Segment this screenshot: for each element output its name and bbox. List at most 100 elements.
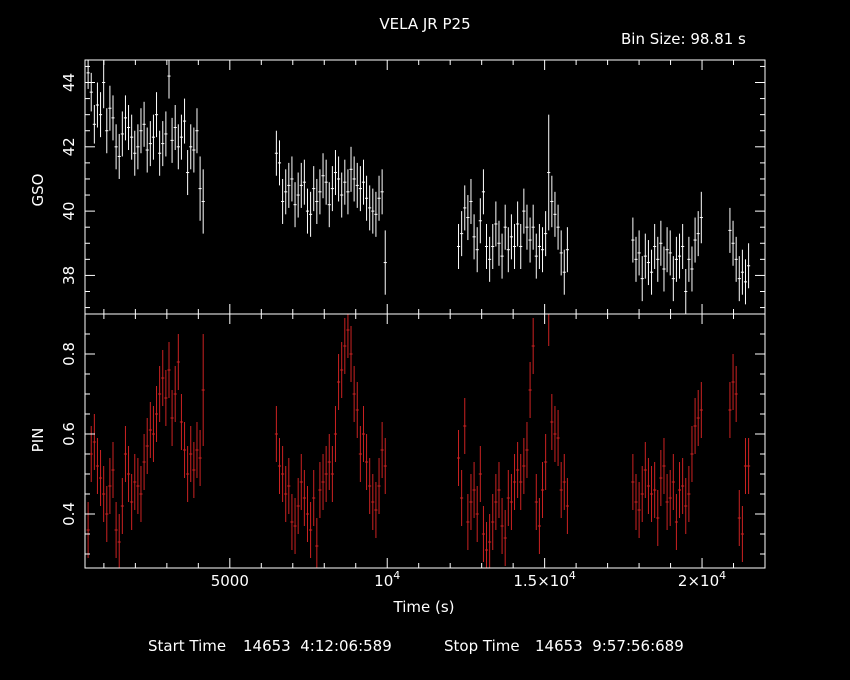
gso-point-44 [293, 182, 297, 228]
gso-point-45 [296, 172, 300, 218]
pin-point-108 [562, 454, 566, 510]
pin-point-67 [365, 434, 369, 490]
pin-point-129 [690, 426, 694, 482]
xtick-label-2: 1.5×104 [513, 569, 576, 590]
gso-point-24 [161, 121, 165, 167]
gso-ytick-label-3: 44 [60, 73, 78, 92]
pin-ytick-label-1: 0.6 [60, 422, 78, 446]
gso-point-117 [653, 223, 657, 269]
gso-point-8 [111, 95, 115, 141]
gso-point-12 [123, 95, 128, 141]
gso-point-6 [105, 108, 109, 154]
pin-point-5 [102, 466, 106, 522]
gso-point-47 [302, 159, 306, 205]
gso-point-30 [179, 114, 183, 160]
pin-point-120 [662, 438, 666, 494]
pin-point-54 [324, 446, 328, 502]
gso-point-113 [640, 256, 644, 302]
gso-point-132 [699, 191, 703, 244]
gso-point-52 [318, 169, 322, 215]
pin-point-20 [148, 402, 152, 458]
pin-point-136 [737, 490, 741, 546]
gso-point-83 [484, 223, 489, 269]
gso-point-54 [324, 159, 328, 205]
gso-point-93 [516, 201, 520, 247]
pin-ytick-label-0: 0.4 [60, 502, 78, 526]
pin-point-115 [646, 458, 650, 514]
gso-point-121 [665, 227, 669, 273]
pin-point-35 [195, 422, 199, 478]
pin-point-102 [544, 434, 548, 490]
pin-point-109 [565, 478, 569, 534]
gso-point-111 [634, 236, 638, 282]
pin-point-93 [516, 442, 520, 498]
gso-ytick-label-1: 40 [60, 202, 78, 221]
gso-point-2 [92, 105, 96, 144]
gso-point-35 [195, 108, 199, 154]
gso-point-101 [540, 227, 545, 273]
gso-point-79 [472, 214, 476, 260]
gso-point-97 [528, 217, 532, 263]
pin-point-3 [95, 438, 99, 494]
gso-point-26 [167, 60, 171, 99]
gso-point-108 [562, 249, 566, 295]
pin-point-0 [86, 502, 90, 558]
pin-point-25 [164, 370, 168, 426]
pin-point-28 [173, 366, 177, 422]
pin-point-122 [668, 470, 672, 526]
gso-point-19 [145, 127, 149, 173]
pin-point-46 [299, 454, 303, 510]
xtick-label-3: 2×104 [678, 569, 726, 590]
pin-point-113 [640, 466, 644, 522]
pin-point-68 [368, 458, 372, 514]
pin-point-89 [503, 510, 507, 566]
gso-point-42 [287, 162, 291, 208]
gso-point-87 [497, 220, 501, 266]
gso-point-92 [512, 223, 517, 269]
gso-ytick-label-0: 38 [60, 266, 78, 285]
xtick-label-0: 5000 [211, 572, 249, 590]
gso-point-4 [98, 92, 103, 138]
gso-point-130 [693, 217, 697, 263]
pin-point-63 [352, 366, 356, 422]
pin-point-2 [92, 414, 96, 470]
pin-point-100 [537, 498, 541, 554]
pin-point-27 [170, 390, 174, 446]
pin-point-127 [684, 478, 688, 534]
pin-point-107 [559, 462, 563, 518]
gso-point-114 [643, 233, 647, 279]
gso-point-13 [126, 105, 131, 151]
gso-point-129 [690, 246, 694, 292]
pin-point-121 [665, 474, 669, 530]
pin-point-10 [117, 514, 121, 568]
gso-point-7 [108, 85, 112, 131]
gso-point-61 [346, 169, 350, 215]
pin-point-131 [696, 390, 700, 446]
pin-point-81 [478, 446, 482, 502]
gso-point-36 [198, 156, 202, 221]
gso-point-50 [312, 166, 316, 212]
pin-point-72 [380, 422, 384, 478]
gso-point-131 [696, 211, 700, 257]
gso-point-135 [734, 236, 738, 282]
gso-point-69 [371, 188, 375, 234]
pin-point-14 [130, 474, 134, 530]
pin-point-26 [167, 342, 171, 398]
gso-ytick-label-2: 42 [60, 137, 78, 156]
pin-point-65 [358, 426, 362, 482]
pin-point-87 [497, 462, 501, 518]
gso-point-31 [182, 98, 187, 144]
gso-point-134 [731, 220, 735, 266]
chart-title: VELA JR P25 [379, 15, 471, 33]
pin-point-21 [151, 406, 155, 462]
gso-point-99 [534, 233, 538, 279]
pin-point-32 [186, 446, 190, 502]
gso-point-89 [503, 204, 507, 250]
pin-point-95 [522, 438, 526, 494]
pin-point-53 [321, 454, 325, 510]
gso-point-118 [656, 236, 660, 282]
pin-point-62 [349, 326, 353, 382]
pin-point-29 [176, 334, 180, 390]
gso-point-11 [120, 111, 124, 157]
